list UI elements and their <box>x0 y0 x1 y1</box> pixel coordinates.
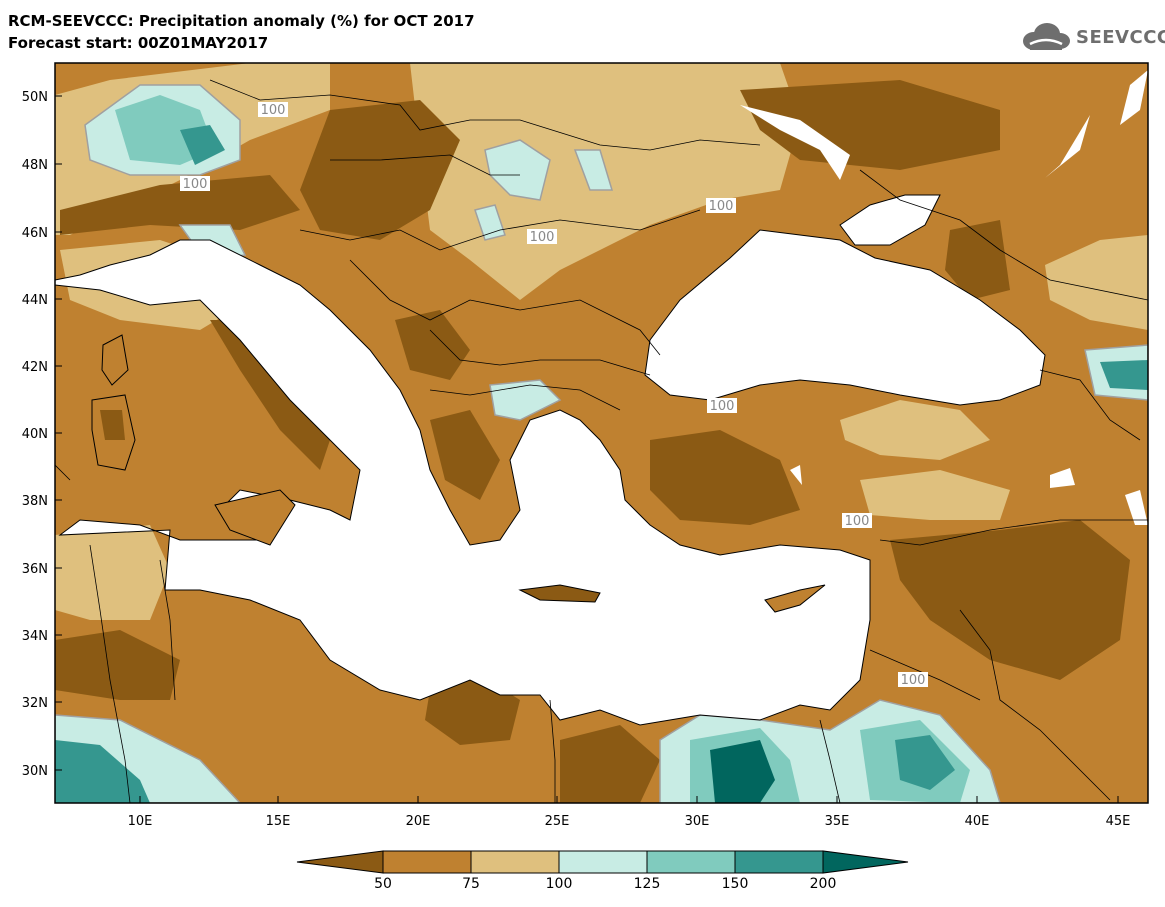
seevccc-logo: SEEVCCC <box>1020 22 1165 52</box>
contour-label-box <box>898 672 928 687</box>
anomaly-region-below-50 <box>300 100 460 240</box>
anomaly-region-below-50 <box>560 725 660 803</box>
lon-label: 35E <box>825 814 850 829</box>
lat-label: 50N <box>22 90 48 105</box>
forecast-start-label: Forecast start: 00Z01MAY2017 <box>8 34 269 52</box>
colorbar-segment <box>470 850 560 874</box>
contour-label-box <box>527 229 557 244</box>
lat-label: 34N <box>22 629 48 644</box>
colorbar-max-extension <box>822 850 909 874</box>
colorbar <box>296 850 909 874</box>
contour-label-box <box>707 398 737 413</box>
missing-data-patch <box>1125 490 1148 525</box>
anomaly-region-below-50 <box>650 430 800 525</box>
lon-label: 30E <box>685 814 710 829</box>
contour-label: 100 <box>709 199 734 214</box>
missing-data-patch <box>1120 70 1148 125</box>
lat-label: 44N <box>22 293 48 308</box>
colorbar-segment <box>558 850 648 874</box>
logo-text: SEEVCCC <box>1076 26 1165 48</box>
corsica <box>101 334 129 386</box>
contour-label: 100 <box>845 514 870 529</box>
anomaly-region-below-50 <box>945 220 1010 300</box>
colorbar-tick-label: 100 <box>545 876 573 892</box>
anomaly-region-150-200 <box>895 735 955 790</box>
anomaly-region-below-50 <box>890 520 1130 680</box>
lat-label: 32N <box>22 696 48 711</box>
anomaly-region-150-200 <box>710 740 775 803</box>
missing-data-patch <box>1045 115 1090 178</box>
colorbar-tick-label: 200 <box>809 876 837 892</box>
contour-labels: 100 100 100 100 100 100 100 <box>180 102 928 688</box>
contour-label-box <box>258 102 288 117</box>
map-title: RCM-SEEVCCC: Precipitation anomaly (%) f… <box>8 12 475 30</box>
colorbar-tick-label: 125 <box>633 876 661 892</box>
contour-label-box <box>706 198 736 213</box>
lat-label: 40N <box>22 427 48 442</box>
anomaly-region-100-125 <box>489 379 562 421</box>
colorbar-segment <box>646 850 736 874</box>
lon-label: 25E <box>545 814 570 829</box>
missing-data-patch <box>790 465 802 485</box>
latitude-axis: 50N 48N 46N 44N 42N 40N 38N 36N 34N 32N 30N <box>22 90 62 779</box>
sardinia-dry <box>100 410 125 440</box>
country-borders <box>55 79 1148 803</box>
contour-label: 100 <box>530 230 555 245</box>
anomaly-region-150-200 <box>1100 360 1148 390</box>
anomaly-region-100-125 <box>573 149 614 191</box>
cyprus <box>764 584 826 613</box>
anomaly-region-150-200 <box>180 125 225 165</box>
colorbar-segment <box>734 850 824 874</box>
lat-label: 48N <box>22 158 48 173</box>
colorbar-tick-label: 150 <box>721 876 749 892</box>
anomaly-region-150-200 <box>55 740 150 803</box>
lat-label: 36N <box>22 562 48 577</box>
anomaly-region-below-50 <box>430 410 500 500</box>
contour-label: 100 <box>710 399 735 414</box>
contour-label-box <box>842 513 872 528</box>
contour-label: 100 <box>183 177 208 192</box>
lat-label: 46N <box>22 226 48 241</box>
lat-label: 42N <box>22 360 48 375</box>
contour-label: 100 <box>901 673 926 688</box>
mediterranean-sea <box>55 239 871 726</box>
crete <box>518 584 601 603</box>
colorbar-tick-label: 75 <box>462 876 480 892</box>
anomaly-region-below-50 <box>60 175 300 235</box>
sicily <box>214 489 296 546</box>
anomaly-region-below-50 <box>740 80 1000 170</box>
anomaly-region-75-100 <box>840 400 990 460</box>
anomaly-region-below-50 <box>210 320 330 470</box>
missing-data-patch <box>740 105 850 180</box>
lat-label: 30N <box>22 764 48 779</box>
lon-label: 45E <box>1106 814 1131 829</box>
lat-label: 38N <box>22 494 48 509</box>
black-sea <box>644 229 1046 406</box>
colorbar-min-extension <box>296 850 384 874</box>
lon-label: 20E <box>406 814 431 829</box>
longitude-axis: 10E 15E 20E 25E 30E 35E 40E 45E <box>128 796 1131 829</box>
contour-label-box <box>180 176 210 191</box>
missing-data-patch <box>1050 468 1075 488</box>
sea-of-azov <box>839 194 941 246</box>
colorbar-segment <box>382 850 472 874</box>
contour-label: 100 <box>261 103 286 118</box>
lon-label: 15E <box>266 814 291 829</box>
cloud-icon <box>1023 23 1070 50</box>
anomaly-region-75-100 <box>55 525 170 620</box>
anomaly-region-below-50 <box>55 630 180 700</box>
colorbar-tick-label: 50 <box>374 876 392 892</box>
map-field <box>55 63 1148 803</box>
anomaly-region-75-100 <box>1045 235 1148 330</box>
lon-label: 40E <box>965 814 990 829</box>
anomaly-region-below-50 <box>395 310 470 380</box>
anomaly-region-75-100 <box>860 470 1010 520</box>
lon-label: 10E <box>128 814 153 829</box>
